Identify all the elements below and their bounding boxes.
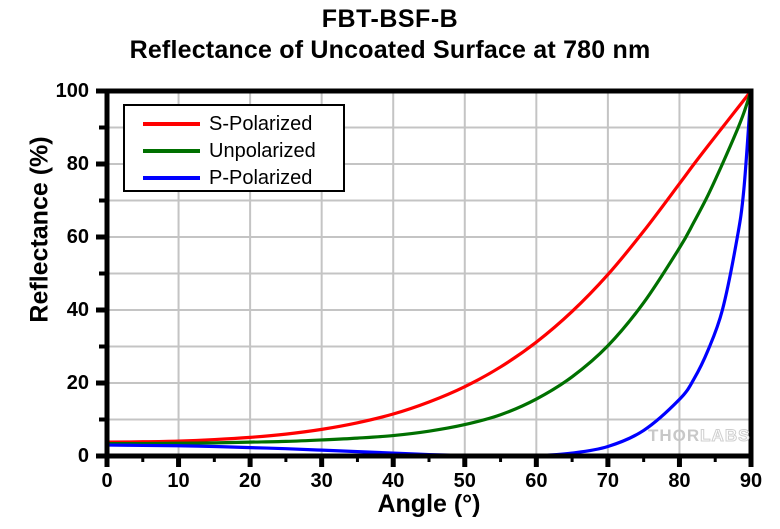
legend: S-Polarized Unpolarized P-Polarized xyxy=(123,104,345,192)
legend-swatch-s-polarized xyxy=(143,121,200,126)
x-tick-label: 60 xyxy=(525,470,548,492)
legend-label-p-polarized: P-Polarized xyxy=(209,166,313,189)
thorlabs-watermark: THORLABS xyxy=(648,426,751,446)
legend-item-s-polarized: S-Polarized xyxy=(125,110,347,137)
chart-title-block: FBT-BSF-B Reflectance of Uncoated Surfac… xyxy=(0,4,780,66)
x-tick-label: 30 xyxy=(310,470,333,492)
legend-item-unpolarized: Unpolarized xyxy=(125,137,347,164)
y-tick-label: 80 xyxy=(66,153,89,175)
legend-item-p-polarized: P-Polarized xyxy=(125,164,347,191)
watermark-bold: THOR xyxy=(648,426,701,445)
x-tick-label: 50 xyxy=(453,470,476,492)
x-tick-label: 80 xyxy=(668,470,691,492)
series-line-s-polarized xyxy=(107,91,751,444)
page-title: FBT-BSF-B xyxy=(321,5,459,33)
legend-label-s-polarized: S-Polarized xyxy=(209,112,313,135)
chart-subtitle: Reflectance of Uncoated Surface at 780 n… xyxy=(129,36,651,64)
legend-swatch-unpolarized xyxy=(143,148,200,153)
legend-swatch-p-polarized xyxy=(143,175,200,180)
x-tick-label: 10 xyxy=(167,470,190,492)
x-tick-label: 40 xyxy=(382,470,405,492)
x-tick-label: 0 xyxy=(101,470,113,492)
y-tick-label: 60 xyxy=(66,226,89,248)
x-tick-label: 20 xyxy=(238,470,262,492)
y-tick-label: 20 xyxy=(66,372,89,394)
series-line-unpolarized xyxy=(107,91,751,446)
x-tick-label: 90 xyxy=(739,470,763,492)
y-tick-label: 100 xyxy=(55,80,89,102)
y-tick-label: 0 xyxy=(77,445,89,467)
legend-label-unpolarized: Unpolarized xyxy=(209,139,316,162)
x-axis-label: Angle (°) xyxy=(377,490,481,518)
y-tick-label: 40 xyxy=(66,299,89,321)
x-tick-label: 70 xyxy=(596,470,619,492)
watermark-light: LABS xyxy=(700,426,751,446)
